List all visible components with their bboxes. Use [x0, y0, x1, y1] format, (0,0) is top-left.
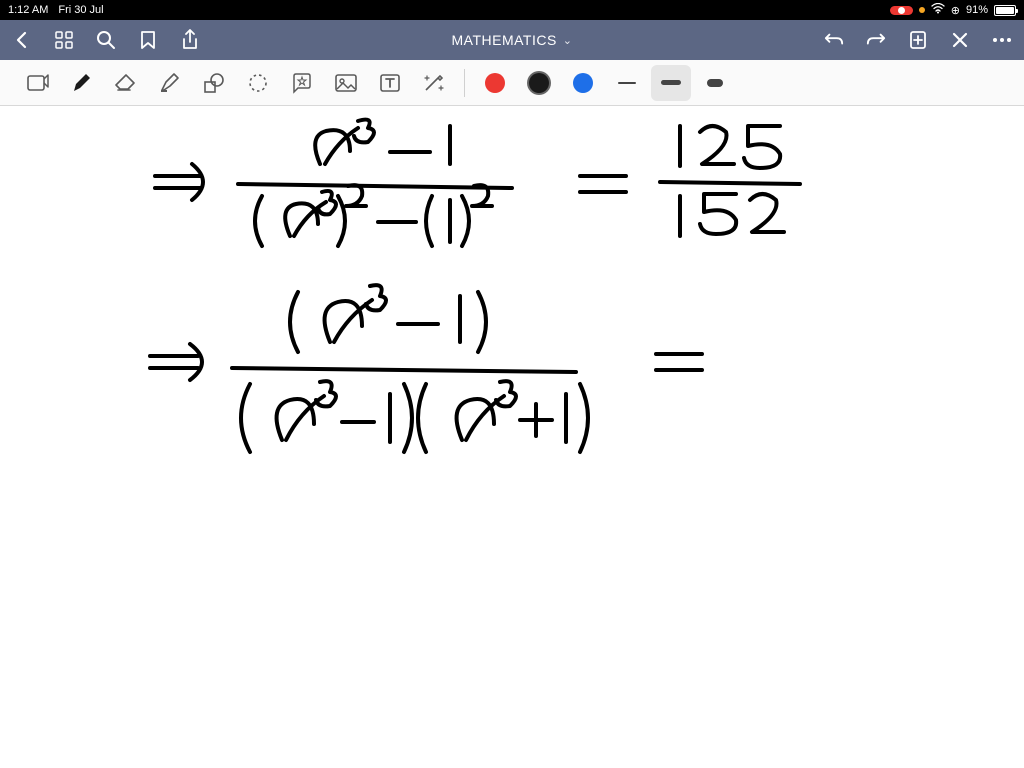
grid-view-icon[interactable]	[54, 30, 74, 50]
battery-icon	[994, 5, 1016, 16]
undo-button[interactable]	[824, 30, 844, 50]
nav-bar: MATHEMATICS ⌄	[0, 20, 1024, 60]
shapes-tool[interactable]	[194, 65, 234, 101]
toolbar-separator	[464, 69, 465, 97]
eraser-tool[interactable]	[106, 65, 146, 101]
lasso-tool[interactable]	[238, 65, 278, 101]
highlighter-tool[interactable]	[150, 65, 190, 101]
handwriting-layer	[0, 106, 1024, 768]
stroke-medium[interactable]	[651, 65, 691, 101]
pen-tool[interactable]	[62, 65, 102, 101]
bookmark-icon[interactable]	[138, 30, 158, 50]
color-blue[interactable]	[563, 65, 603, 101]
battery-pct: 91%	[966, 4, 988, 16]
close-button[interactable]	[950, 30, 970, 50]
add-page-button[interactable]	[908, 30, 928, 50]
orientation-lock-icon: ⊕	[951, 4, 960, 17]
color-red[interactable]	[475, 65, 515, 101]
status-time: 1:12 AM	[8, 4, 48, 16]
color-black[interactable]	[519, 65, 559, 101]
favorites-tool[interactable]	[282, 65, 322, 101]
readonly-tool[interactable]	[18, 65, 58, 101]
document-title[interactable]: MATHEMATICS ⌄	[451, 32, 572, 48]
note-canvas[interactable]	[0, 106, 1024, 768]
status-date: Fri 30 Jul	[58, 4, 103, 16]
text-tool[interactable]	[370, 65, 410, 101]
title-text: MATHEMATICS	[451, 32, 556, 48]
search-icon[interactable]	[96, 30, 116, 50]
screen-record-pill[interactable]	[890, 6, 913, 15]
stroke-thick[interactable]	[695, 65, 735, 101]
image-tool[interactable]	[326, 65, 366, 101]
status-bar: 1:12 AM Fri 30 Jul ⊕ 91%	[0, 0, 1024, 20]
privacy-dot	[919, 7, 925, 13]
stroke-thin[interactable]	[607, 65, 647, 101]
share-icon[interactable]	[180, 30, 200, 50]
redo-button[interactable]	[866, 30, 886, 50]
tool-bar: ✱	[0, 60, 1024, 106]
more-button[interactable]	[992, 30, 1012, 50]
magic-tool[interactable]	[414, 65, 454, 101]
back-button[interactable]	[12, 30, 32, 50]
wifi-icon	[931, 3, 945, 17]
chevron-down-icon: ⌄	[563, 34, 573, 47]
